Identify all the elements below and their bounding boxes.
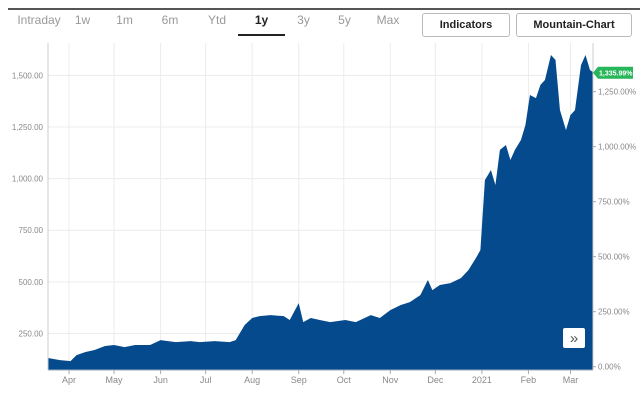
tab-6m[interactable]: 6m bbox=[161, 13, 179, 27]
tab-3y[interactable]: 3y bbox=[297, 13, 310, 27]
x-tick-label: 2021 bbox=[472, 375, 492, 385]
tab-ytd[interactable]: Ytd bbox=[207, 13, 226, 27]
tab-1y[interactable]: 1y bbox=[238, 12, 285, 36]
y-tick-label: 250.00 bbox=[19, 329, 44, 338]
x-tick-label: May bbox=[106, 375, 124, 385]
y2-tick-label: 1,250.00% bbox=[598, 88, 636, 97]
y-tick-label: 1,000.00 bbox=[12, 175, 44, 184]
y2-tick-label: 750.00% bbox=[598, 198, 630, 207]
y-tick-label: 750.00 bbox=[19, 226, 44, 235]
x-tick-label: Jul bbox=[200, 375, 212, 385]
y-tick-label: 1,500.00 bbox=[12, 71, 44, 80]
x-tick-label: Mar bbox=[563, 375, 579, 385]
x-tick-label: Sep bbox=[291, 375, 307, 385]
price-area bbox=[48, 54, 593, 371]
x-tick-label: Oct bbox=[337, 375, 352, 385]
x-tick-label: Jun bbox=[153, 375, 168, 385]
tab-5y[interactable]: 5y bbox=[338, 13, 351, 27]
indicators-button[interactable]: Indicators bbox=[422, 13, 510, 37]
x-tick-label: Nov bbox=[382, 375, 399, 385]
tab-intraday[interactable]: Intraday bbox=[17, 13, 61, 27]
x-tick-label: Feb bbox=[521, 375, 537, 385]
last-change-badge bbox=[593, 66, 633, 79]
y-tick-label: 1,250.00 bbox=[12, 123, 44, 132]
range-tabs: Intraday 1w 1m 6m Ytd 1y 3y 5y Max bbox=[12, 12, 415, 36]
x-tick-label: Dec bbox=[427, 375, 444, 385]
top-divider bbox=[8, 8, 640, 10]
chart-type-button[interactable]: Mountain-Chart bbox=[516, 13, 632, 37]
y2-tick-label: 0.00% bbox=[598, 363, 621, 372]
y2-tick-label: 1,000.00% bbox=[598, 143, 636, 152]
x-tick-label: Aug bbox=[244, 375, 260, 385]
double-chevron-right-icon[interactable]: » bbox=[563, 328, 585, 348]
tab-max[interactable]: Max bbox=[376, 13, 400, 27]
y2-tick-label: 250.00% bbox=[598, 308, 630, 317]
tab-1m[interactable]: 1m bbox=[116, 13, 133, 27]
x-tick-label: Apr bbox=[62, 375, 76, 385]
last-change-label: 1,335.99% bbox=[599, 71, 633, 78]
tab-1w[interactable]: 1w bbox=[74, 13, 91, 27]
y-tick-label: 500.00 bbox=[19, 278, 44, 287]
y2-tick-label: 500.00% bbox=[598, 253, 630, 262]
